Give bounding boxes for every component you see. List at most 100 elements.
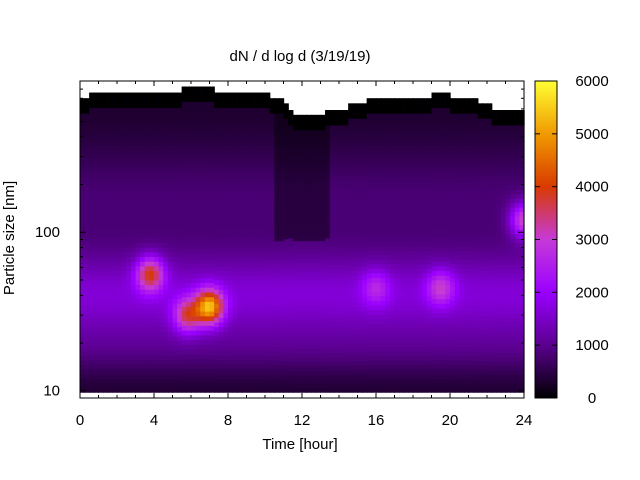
heatmap-cell [200,129,206,135]
heatmap-cell [186,296,192,303]
heatmap-cell [283,216,289,222]
upper-edge-band [315,114,322,131]
heatmap-cell [195,124,201,131]
heatmap-cell [288,154,294,160]
heatmap-cell [204,287,211,293]
heatmap-cell [204,244,211,250]
heatmap-cell [218,387,224,393]
heatmap-cell [403,190,409,196]
heatmap-cell [209,353,215,360]
heatmap-cell [204,134,211,140]
heatmap-cell [265,195,271,201]
heatmap-cell [399,318,405,324]
heatmap-cell [135,209,141,215]
heatmap-cell [413,135,419,141]
heatmap-cell [320,301,326,307]
heatmap-cell [357,153,363,159]
heatmap-cell [130,345,137,351]
heatmap-cell [348,207,354,213]
heatmap-cell [278,382,285,389]
heatmap-cell [209,373,215,379]
heatmap-cell [274,286,280,292]
heatmap-cell [320,249,326,255]
heatmap-cell [181,248,187,255]
heatmap-cell [306,153,312,159]
heatmap-cell [288,158,294,164]
heatmap-cell [403,295,409,301]
heatmap-cell [288,308,294,314]
heatmap-cell [417,369,423,375]
heatmap-cell [260,111,266,117]
heatmap-cell [89,242,95,248]
heatmap-cell [204,272,211,279]
heatmap-cell [352,270,359,276]
heatmap-cell [408,286,414,292]
heatmap-cell [325,237,331,243]
heatmap-cell [204,110,211,116]
heatmap-cell [172,335,178,342]
heatmap-cell [223,139,229,145]
heatmap-cell [93,251,100,258]
heatmap-cell [163,345,169,351]
heatmap-cell [408,295,414,301]
heatmap-cell [107,134,113,141]
heatmap-cell [366,263,372,269]
heatmap-cell [144,130,150,136]
heatmap-cell [117,204,123,211]
heatmap-cell [329,255,335,261]
heatmap-cell [107,261,113,267]
heatmap-cell [389,304,396,311]
heatmap-cell [371,208,377,214]
heatmap-cell [195,129,201,135]
heatmap-cell [260,158,266,164]
heatmap-cell [117,345,123,351]
heatmap-cell [371,387,377,393]
heatmap-cell [103,139,109,145]
heatmap-cell [177,350,183,356]
heatmap-cell [204,320,211,326]
heatmap-cell [80,314,86,320]
heatmap-cell [251,345,257,351]
heatmap-cell [130,247,137,253]
heatmap-cell [112,345,118,351]
heatmap-cell [306,374,312,380]
heatmap-cell [426,337,433,343]
heatmap-cell [135,242,141,248]
heatmap-cell [394,194,400,200]
heatmap-cell [103,186,109,192]
heatmap-cell [251,321,257,328]
heatmap-cell [260,209,266,215]
heatmap-cell [343,383,349,389]
heatmap-cell [107,242,113,248]
heatmap-cell [422,291,428,297]
heatmap-cell [389,291,396,297]
heatmap-cell [80,171,86,177]
heatmap-cell [385,291,391,297]
heatmap-cell [121,350,127,356]
heatmap-cell [158,387,164,393]
upper-edge-band [417,98,423,114]
heatmap-cell [191,229,197,236]
heatmap-cell [167,181,174,187]
heatmap-cell [315,227,322,233]
heatmap-cell [149,350,155,356]
heatmap-cell [251,279,257,286]
heatmap-cell [140,265,146,272]
heatmap-cell [195,191,201,197]
heatmap-cell [246,284,252,290]
heatmap-cell [149,293,155,300]
heatmap-cell [117,373,123,379]
heatmap-cell [311,223,317,229]
heatmap-cell [186,148,192,155]
heatmap-cell [103,176,109,183]
heatmap-cell [265,345,271,351]
heatmap-cell [195,215,201,221]
heatmap-cell [343,326,349,332]
heatmap-cell [209,124,215,131]
heatmap-cell [413,286,419,292]
heatmap-cell [348,356,354,362]
heatmap-cell [399,236,405,242]
heatmap-cell [306,166,312,172]
heatmap-cell [154,256,160,262]
heatmap-cell [366,153,372,159]
